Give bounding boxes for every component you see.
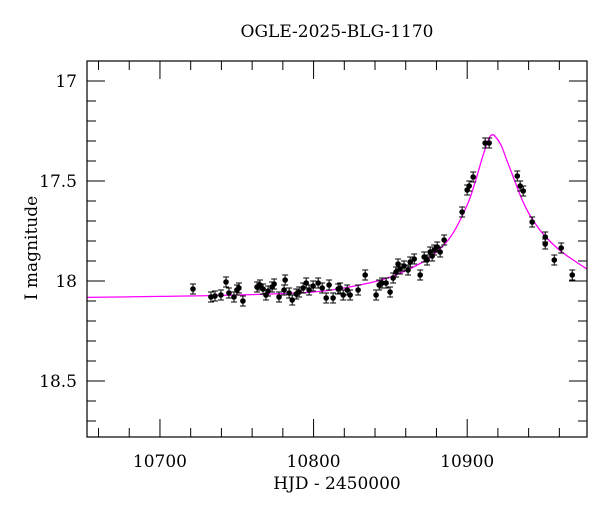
data-point (239, 295, 246, 307)
data-point (347, 289, 354, 301)
data-point (330, 292, 337, 304)
data-point (520, 185, 527, 197)
data-point (355, 284, 362, 296)
x-tick-label: 10800 (287, 452, 341, 472)
data-point (223, 276, 230, 288)
data-point (529, 216, 536, 228)
data-point (225, 287, 232, 299)
tick-labels: 10700 10800 10900 17 17.5 18 18.5 (39, 72, 494, 472)
data-point (271, 278, 278, 290)
data-point (303, 277, 310, 289)
data-point (387, 286, 394, 298)
data-point (397, 263, 404, 275)
data-points (189, 137, 576, 307)
data-point (319, 282, 326, 294)
data-point (407, 256, 414, 268)
data-point (542, 238, 549, 250)
y-tick-label: 18 (55, 272, 77, 292)
data-point (235, 282, 242, 294)
data-point (323, 292, 330, 304)
data-point (383, 277, 390, 289)
data-point (466, 180, 473, 192)
data-point (373, 289, 380, 301)
chart-title: OGLE-2025-BLG-1170 (240, 22, 434, 42)
data-point (569, 269, 576, 281)
model-line (86, 134, 588, 299)
x-tick-label: 10900 (440, 452, 494, 472)
data-point (437, 246, 444, 258)
data-point (486, 137, 493, 149)
data-point (551, 254, 558, 266)
y-tick-label: 17.5 (39, 172, 77, 192)
data-point (441, 234, 448, 246)
data-point (417, 269, 424, 281)
data-point (470, 171, 477, 183)
data-point (189, 283, 196, 295)
data-point (459, 206, 466, 218)
data-point (310, 280, 317, 292)
data-point (286, 287, 293, 299)
data-point (211, 290, 218, 302)
data-point (207, 291, 214, 303)
data-point (276, 291, 283, 303)
data-point (424, 254, 431, 266)
data-point (362, 269, 369, 281)
data-point (514, 170, 521, 182)
data-point (326, 279, 333, 291)
x-tick-label: 10700 (133, 452, 187, 472)
data-point (282, 274, 289, 286)
data-point (558, 242, 565, 254)
data-point (231, 291, 238, 303)
data-point (289, 294, 296, 306)
data-point (482, 137, 489, 149)
y-tick-label: 17 (55, 72, 77, 92)
plot-frame (86, 60, 588, 438)
axis-ticks (87, 60, 587, 437)
x-axis-label: HJD - 2450000 (273, 474, 401, 494)
model-curve (86, 134, 588, 299)
data-point (411, 253, 418, 265)
y-tick-label: 18.5 (39, 372, 77, 392)
data-point (217, 289, 224, 301)
